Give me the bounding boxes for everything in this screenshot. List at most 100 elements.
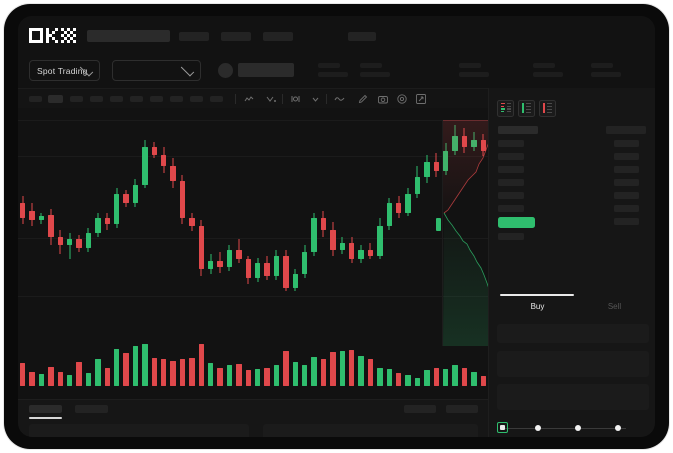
bottom-action-2[interactable]	[446, 405, 478, 413]
interval-1m[interactable]	[29, 96, 42, 102]
orderbook-bids-icon[interactable]	[518, 100, 535, 117]
trading-pair-selector[interactable]	[112, 60, 201, 81]
candle	[292, 108, 298, 308]
volume-bar	[443, 369, 449, 386]
chart-gridline	[18, 238, 488, 239]
stepper-dot-2[interactable]	[535, 424, 541, 431]
volume-bar	[76, 361, 82, 386]
stat-value-4	[533, 72, 563, 77]
bottom-action-1[interactable]	[404, 405, 436, 413]
candle-wick	[69, 233, 71, 260]
candle	[424, 108, 430, 308]
volume-bar	[226, 365, 233, 386]
candle-body	[132, 184, 139, 204]
nav-item-4[interactable]	[348, 32, 376, 41]
pair-name-skeleton	[238, 63, 294, 77]
interval-15m[interactable]	[70, 96, 83, 102]
chart-gridline	[18, 156, 488, 157]
market-depth-overlay	[442, 120, 499, 346]
interval-1d[interactable]	[130, 96, 143, 102]
volume-bar	[433, 367, 439, 386]
top-navigation-bar	[18, 16, 655, 52]
candle-body	[20, 203, 26, 219]
fullscreen-icon[interactable]	[415, 93, 427, 105]
candle	[132, 108, 139, 308]
orderbook-ask-row[interactable]	[498, 205, 524, 212]
interval-1h[interactable]	[90, 96, 103, 102]
nav-item-3[interactable]	[263, 32, 293, 41]
orderbook-ask-row[interactable]	[498, 153, 524, 160]
candle	[320, 108, 327, 308]
candle	[283, 108, 289, 308]
camera-icon[interactable]	[377, 93, 389, 105]
price-chart-panel[interactable]	[18, 108, 488, 399]
candle-body	[189, 218, 195, 226]
tab-sell[interactable]: Sell	[607, 302, 622, 311]
tab-buy[interactable]: Buy	[530, 302, 545, 311]
bottom-tab-2[interactable]	[75, 405, 108, 413]
market-mode-selector[interactable]: Spot Trading	[29, 60, 100, 81]
interval-4h[interactable]	[110, 96, 123, 102]
candle	[48, 108, 54, 308]
orderbook-both-icon[interactable]	[497, 100, 514, 117]
orderbook-list[interactable]	[489, 122, 655, 320]
compare-icon[interactable]	[290, 94, 301, 104]
orderbook-spread-highlight[interactable]	[498, 217, 535, 228]
candle	[302, 108, 308, 308]
volume-bar	[57, 371, 63, 386]
candle	[123, 108, 129, 308]
pencil-icon[interactable]	[357, 93, 369, 105]
orderbook-size-row	[614, 166, 639, 173]
bottom-content-box-left[interactable]	[29, 424, 249, 437]
bottom-tab-1[interactable]	[29, 405, 62, 413]
interval-active[interactable]	[48, 95, 63, 103]
orderbook-ask-row[interactable]	[498, 166, 524, 173]
candle-body	[151, 147, 157, 155]
current-step-marker[interactable]	[497, 422, 508, 433]
volume-bar	[48, 366, 54, 386]
order-form-field-2[interactable]	[497, 351, 649, 377]
indicators-icon[interactable]	[266, 94, 277, 104]
volume-bar	[38, 373, 45, 386]
interval-1w[interactable]	[150, 96, 163, 102]
amount-percent-stepper[interactable]	[497, 421, 649, 435]
templates-icon[interactable]	[310, 94, 321, 104]
candle-body	[161, 154, 167, 166]
chart-gridline	[18, 120, 488, 121]
order-form-field-1[interactable]	[497, 324, 649, 343]
interval-1mo[interactable]	[170, 96, 183, 102]
volume-bar	[104, 367, 110, 386]
candle	[161, 108, 167, 308]
volume-bar	[414, 377, 421, 386]
candle	[114, 108, 120, 308]
nav-item-1[interactable]	[179, 32, 209, 41]
volume-series	[18, 340, 488, 386]
settings-icon[interactable]	[396, 93, 408, 105]
orderbook-ask-row[interactable]	[498, 192, 524, 199]
volume-bar	[151, 358, 157, 386]
order-form-field-3[interactable]	[497, 384, 649, 410]
orderbook-ask-row[interactable]	[498, 140, 524, 147]
orderbook-bid-row[interactable]	[498, 233, 524, 240]
global-search-input[interactable]	[87, 30, 170, 42]
volume-bar	[273, 365, 280, 386]
candle-body	[85, 233, 92, 249]
nav-item-2[interactable]	[221, 32, 251, 41]
last-price-marker	[436, 218, 441, 231]
candle-body	[38, 216, 45, 221]
interval-more[interactable]	[190, 96, 203, 102]
chart-type-icon[interactable]	[244, 94, 255, 104]
line-chart-icon[interactable]	[334, 94, 346, 104]
candle	[67, 108, 73, 308]
stepper-dot-4[interactable]	[615, 424, 621, 431]
orderbook-asks-icon[interactable]	[539, 100, 556, 117]
stepper-dot-3[interactable]	[575, 424, 581, 431]
candle	[414, 108, 421, 308]
bottom-content-box-right[interactable]	[263, 424, 478, 437]
okx-logo[interactable]	[29, 28, 76, 43]
orderbook-ask-row[interactable]	[498, 179, 524, 186]
candle	[142, 108, 148, 308]
candle-body	[245, 259, 251, 279]
interval-custom[interactable]	[210, 96, 223, 102]
candle	[358, 108, 364, 308]
